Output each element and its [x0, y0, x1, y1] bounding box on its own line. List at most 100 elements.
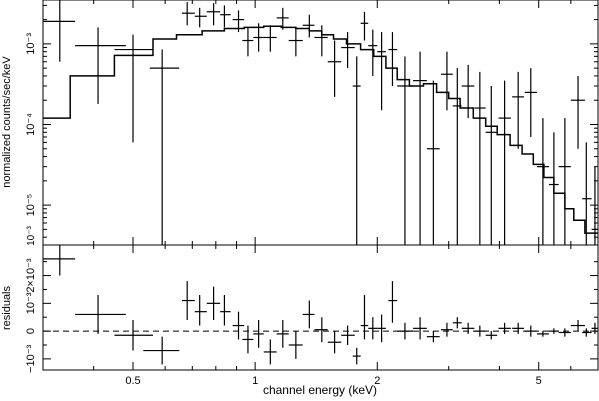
spectrum-data-point — [181, 2, 195, 26]
x-tick-label: 5 — [536, 375, 542, 387]
spectrum-data-point — [368, 29, 378, 76]
residual-data-point — [558, 328, 571, 337]
spectrum-data-point — [524, 68, 537, 137]
residual-data-point — [582, 328, 592, 337]
spectrum-data-point — [548, 132, 559, 245]
residual-data-point — [288, 331, 303, 359]
spectrum-data-point — [485, 86, 498, 245]
spectrum-data-point — [341, 32, 355, 69]
residual-data-point — [352, 347, 361, 365]
spectrum-plot-frame — [42, 0, 599, 246]
residual-y-tick-label: 0 — [25, 328, 37, 334]
spectrum-data-point — [263, 25, 277, 52]
residual-data-point — [314, 317, 328, 343]
x-axis-ticks: 0.5 1 2 5 — [42, 0, 599, 387]
spectrum-data-point — [452, 68, 462, 245]
residual-data-point — [114, 320, 153, 351]
y-tick-label: 10⁻⁵ — [25, 194, 37, 217]
spectrum-data-point — [149, 49, 180, 245]
residual-data-point — [388, 281, 398, 323]
spectrum-data-point — [461, 64, 475, 119]
spectrum-data-point — [314, 25, 328, 57]
spectrum-data-point — [397, 56, 414, 245]
spectrum-data-point — [114, 34, 153, 143]
spectrum-y-axis-label: normalized counts/sec/keV — [1, 56, 13, 188]
x-tick-label: 1 — [252, 375, 258, 387]
spectrum-data-point — [440, 51, 453, 111]
spectrum-panel: 10⁻⁵ 10⁻⁴ 10⁻³ 10⁻³ — [25, 0, 599, 246]
residual-y-tick-label: 2×10⁻³ — [25, 258, 37, 293]
residuals-data-points — [43, 245, 598, 365]
spectrum-data-point — [413, 51, 427, 245]
spectrum-data-point — [352, 56, 361, 245]
y-tick-label: 10⁻³ — [25, 33, 37, 55]
spectrum-data-point — [288, 27, 303, 57]
residual-data-point — [181, 281, 195, 320]
residual-data-point — [397, 322, 414, 340]
spectrum-data-point — [388, 32, 398, 87]
residual-data-point — [368, 317, 378, 340]
residual-data-point — [302, 300, 315, 329]
spectrum-data-point — [220, 5, 231, 28]
residual-data-point — [461, 322, 475, 334]
y-tick-label: 10⁻⁴ — [25, 113, 37, 136]
spectrum-data-point — [536, 118, 549, 245]
residual-data-point — [440, 322, 453, 337]
residual-data-point — [206, 286, 221, 320]
residual-data-point — [548, 328, 559, 334]
residual-data-point — [242, 325, 254, 354]
spectrum-data-point — [302, 14, 315, 38]
residual-data-point — [426, 331, 440, 343]
residual-data-point — [512, 322, 525, 334]
spectrum-data-point — [232, 10, 245, 33]
residuals-y-axis-label: residuals — [1, 285, 13, 330]
x-tick-label: 0.5 — [125, 375, 140, 387]
spectrum-data-point — [75, 27, 126, 104]
residual-data-point — [75, 295, 126, 334]
spectrum-data-points — [43, 0, 598, 245]
spectrum-model — [43, 25, 598, 234]
residuals-y-ticks: −10⁻³ 0 10⁻³2×10⁻³ — [25, 258, 598, 373]
spectrum-data-point — [206, 3, 221, 26]
residual-data-point — [253, 320, 264, 348]
spectrum-data-point — [474, 71, 486, 245]
x-tick-label: 2 — [374, 375, 380, 387]
residual-data-point — [474, 325, 486, 337]
spectrum-data-point — [377, 32, 386, 111]
residual-y-tick-label: 10⁻³ — [25, 292, 37, 314]
residual-data-point — [327, 331, 342, 354]
residual-data-point — [232, 311, 245, 340]
spectrum-data-point — [327, 40, 342, 97]
spectrum-data-point — [426, 80, 440, 245]
spectrum-data-point — [498, 80, 511, 245]
residuals-plot-frame — [42, 244, 599, 371]
spectrum-data-point — [558, 118, 571, 245]
residual-data-point — [536, 331, 549, 337]
residuals-panel: −10⁻³ 0 10⁻³2×10⁻³ — [25, 244, 599, 373]
model-step-curve — [43, 25, 598, 234]
residual-data-point — [263, 339, 277, 365]
residual-data-point — [341, 325, 355, 345]
spectrum-y-ticks: 10⁻⁵ 10⁻⁴ 10⁻³ 10⁻³ — [25, 4, 598, 246]
residual-data-point — [377, 314, 386, 343]
spectrum-data-point — [360, 11, 369, 41]
residual-data-point — [143, 336, 180, 365]
residual-data-point — [498, 322, 511, 334]
residual-y-tick-label: −10⁻³ — [25, 344, 37, 372]
residual-data-point — [43, 245, 76, 276]
spectrum-data-point — [194, 7, 207, 28]
residual-data-point — [194, 295, 207, 326]
spectrum-data-point — [512, 71, 525, 149]
residual-data-point — [524, 325, 537, 337]
residual-data-point — [276, 320, 289, 348]
residual-data-point — [220, 295, 231, 326]
spectrum-data-point — [276, 7, 289, 30]
spectrum-data-point — [582, 142, 592, 245]
x-axis-label: channel energy (keV) — [263, 383, 377, 397]
y-tick-label: 10⁻³ — [26, 225, 37, 245]
residual-data-point — [485, 331, 498, 340]
spectrum-data-point — [43, 0, 76, 62]
residual-data-point — [570, 320, 585, 332]
residual-data-point — [452, 317, 462, 329]
